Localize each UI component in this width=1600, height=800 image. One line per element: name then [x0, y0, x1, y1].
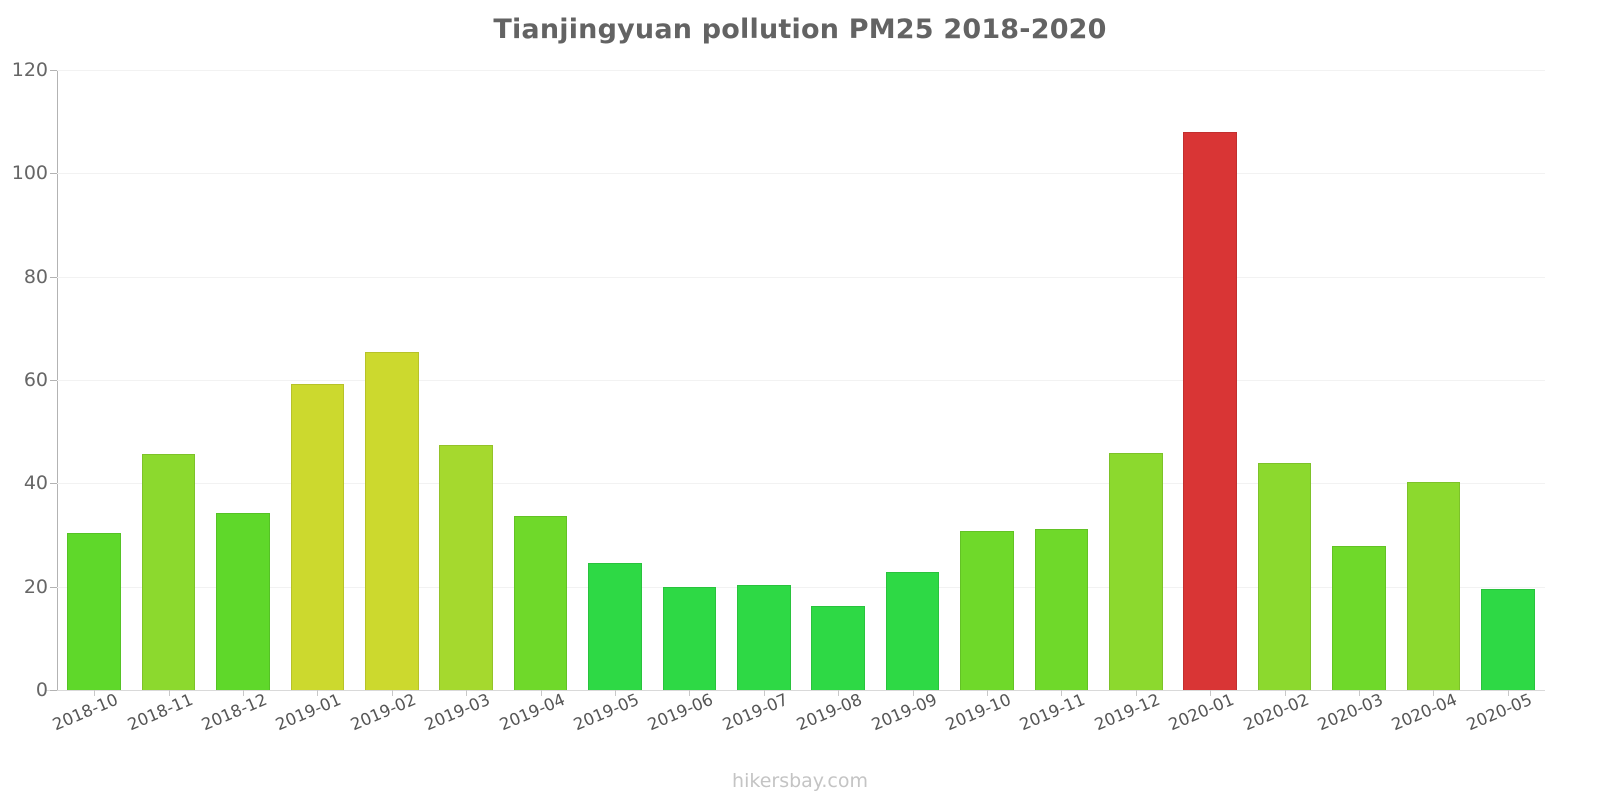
- y-tick-label: 80: [23, 265, 48, 288]
- x-tick-label: 2019-03: [422, 689, 493, 735]
- y-tick-mark: [50, 483, 57, 485]
- bar[interactable]: [1257, 462, 1312, 690]
- x-tick-mark: [1210, 690, 1212, 696]
- y-tick-mark: [50, 380, 57, 381]
- gridline: [57, 483, 1545, 485]
- x-tick-mark: [763, 690, 765, 696]
- bar[interactable]: [1034, 528, 1089, 690]
- bar[interactable]: [1109, 452, 1163, 690]
- y-tick-mark: [50, 586, 57, 588]
- x-tick-label: 2019-08: [794, 689, 865, 735]
- x-tick-mark: [689, 690, 691, 696]
- bar[interactable]: [141, 454, 196, 690]
- x-tick-mark: [912, 690, 914, 696]
- x-tick-label: 2018-11: [124, 689, 196, 735]
- x-tick-mark: [391, 690, 393, 696]
- bar[interactable]: [216, 512, 270, 690]
- x-tick-mark: [987, 690, 988, 696]
- x-tick-mark: [168, 690, 170, 696]
- x-tick-label: 2020-01: [1166, 689, 1237, 735]
- x-tick-label: 2019-01: [273, 689, 345, 735]
- y-tick-mark: [50, 276, 57, 278]
- x-tick-mark: [1359, 690, 1360, 696]
- bar[interactable]: [588, 563, 642, 690]
- y-tick-label: 40: [23, 472, 48, 495]
- x-tick-mark: [466, 690, 468, 696]
- y-tick-label: 120: [11, 59, 48, 81]
- bar[interactable]: [885, 572, 940, 690]
- x-tick-label: 2020-02: [1240, 689, 1312, 735]
- x-tick-mark: [1433, 690, 1435, 696]
- x-tick-mark: [1135, 690, 1137, 696]
- bar[interactable]: [737, 584, 791, 690]
- x-tick-label: 2019-10: [942, 689, 1014, 735]
- bar[interactable]: [1406, 482, 1461, 690]
- x-axis-line: [45, 690, 1545, 691]
- x-tick-label: 2020-03: [1314, 689, 1386, 735]
- plot-area: [57, 70, 1545, 690]
- y-tick-label: 100: [11, 162, 48, 185]
- bar[interactable]: [1481, 589, 1535, 690]
- gridline: [57, 586, 1545, 588]
- gridline: [57, 276, 1545, 278]
- chart-title: Tianjingyuan pollution PM25 2018-2020: [493, 14, 1107, 45]
- x-tick-label: 2019-12: [1091, 689, 1163, 735]
- bar[interactable]: [290, 383, 345, 690]
- x-tick-label: 2019-07: [719, 689, 791, 735]
- x-tick-mark: [1061, 690, 1063, 696]
- x-tick-mark: [615, 690, 616, 696]
- bar[interactable]: [67, 533, 121, 690]
- x-tick-mark: [1284, 690, 1286, 696]
- bar[interactable]: [662, 586, 717, 690]
- bar[interactable]: [513, 515, 568, 690]
- y-tick-label: 20: [23, 575, 48, 598]
- x-tick-label: 2019-05: [570, 689, 642, 735]
- x-tick-label: 2019-11: [1017, 689, 1089, 735]
- x-tick-mark: [838, 690, 840, 696]
- x-tick-mark: [317, 690, 319, 696]
- x-tick-label: 2019-04: [496, 689, 568, 735]
- bar[interactable]: [811, 605, 865, 690]
- x-tick-label: 2019-06: [645, 689, 717, 735]
- bar[interactable]: [1332, 546, 1386, 690]
- bar[interactable]: [960, 531, 1014, 690]
- gridline: [57, 173, 1545, 175]
- y-tick-mark: [50, 690, 57, 691]
- y-tick-label: 0: [35, 679, 48, 701]
- bar[interactable]: [1183, 132, 1237, 690]
- x-tick-mark: [1507, 690, 1509, 696]
- x-tick-mark: [243, 690, 244, 696]
- gridline: [57, 70, 1545, 71]
- x-tick-mark: [540, 690, 542, 696]
- bar[interactable]: [365, 352, 419, 690]
- y-tick-mark: [50, 70, 57, 71]
- bar[interactable]: [439, 444, 493, 690]
- x-tick-label: 2019-09: [868, 689, 940, 735]
- x-tick-label: 2018-12: [198, 689, 270, 735]
- x-tick-label: 2018-10: [50, 689, 121, 735]
- y-tick-label: 60: [23, 369, 48, 391]
- x-tick-label: 2020-05: [1463, 689, 1535, 735]
- y-tick-mark: [50, 173, 57, 175]
- x-tick-label: 2019-02: [347, 689, 419, 735]
- x-tick-mark: [94, 690, 96, 696]
- gridline: [57, 380, 1545, 381]
- x-tick-label: 2020-04: [1389, 689, 1461, 735]
- credit-watermark: hikersbay.com: [732, 770, 868, 792]
